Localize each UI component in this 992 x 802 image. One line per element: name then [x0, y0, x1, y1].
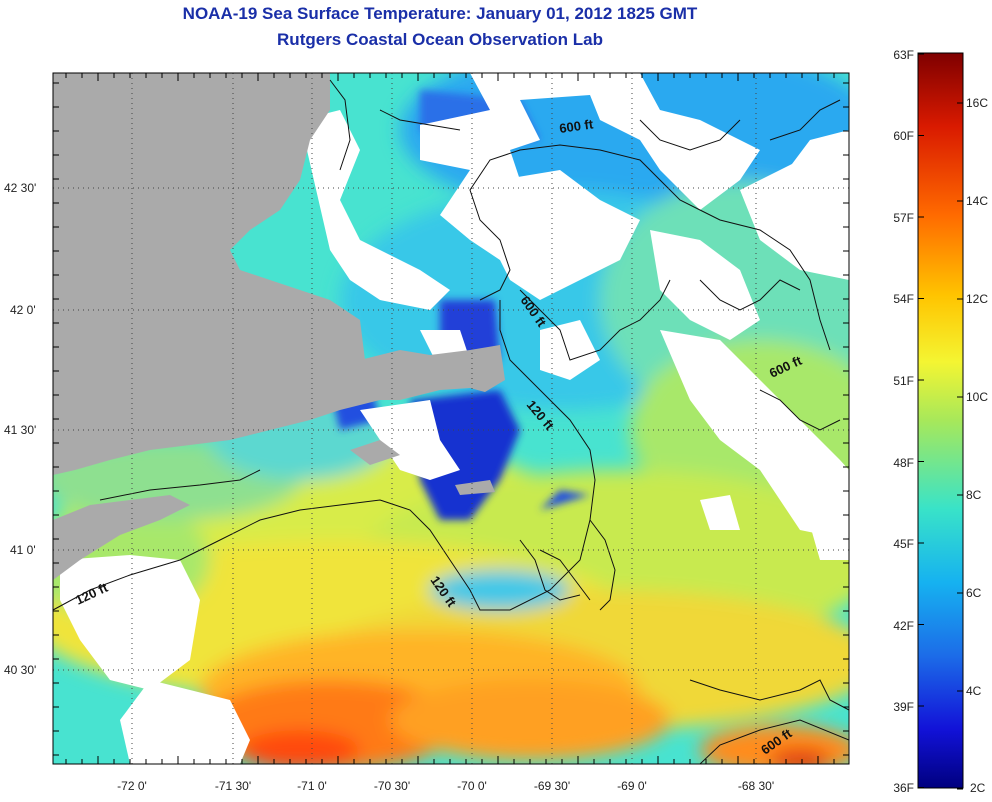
colorbar-f-label: 48F	[893, 456, 914, 470]
latitude-tick-label: 41 0'	[10, 543, 36, 557]
colorbar-c-label: 10C	[966, 390, 988, 404]
land-long-island	[53, 495, 190, 580]
cloud-mask	[60, 73, 849, 764]
longitude-tick-label: -71 0'	[297, 779, 327, 793]
land-new-england	[53, 73, 420, 475]
colorbar-c-label: 6C	[966, 586, 982, 600]
map-title: NOAA-19 Sea Surface Temperature: January…	[182, 4, 698, 23]
colorbar-c-label: 14C	[966, 194, 988, 208]
colorbar-f-label: 39F	[893, 700, 914, 714]
longitude-labels: -72 0' -71 30' -71 0' -70 30' -70 0' -69…	[117, 779, 774, 793]
colorbar: 63F 60F 57F 54F 51F 48F 45F 42F 39F 36F …	[893, 48, 988, 795]
longitude-tick-label: -69 30'	[534, 779, 570, 793]
latitude-tick-label: 40 30'	[4, 663, 36, 677]
latitude-labels: 42 30' 42 0' 41 30' 41 0' 40 30'	[4, 181, 36, 677]
latitude-tick-label: 42 30'	[4, 181, 36, 195]
land-cape-cod	[360, 345, 505, 400]
colorbar-ticks	[918, 53, 963, 790]
colorbar-c-label: 16C	[966, 96, 988, 110]
colorbar-f-label: 60F	[893, 129, 914, 143]
longitude-tick-label: -71 30'	[215, 779, 251, 793]
colorbar-c-label: 4C	[966, 684, 982, 698]
colorbar-f-label: 54F	[893, 292, 914, 306]
colorbar-c-label: 8C	[966, 488, 982, 502]
colorbar-f-label: 51F	[893, 374, 914, 388]
colorbar-gradient	[917, 52, 964, 789]
colorbar-f-label: 42F	[893, 619, 914, 633]
longitude-tick-label: -68 30'	[738, 779, 774, 793]
contour-label: 600 ft	[558, 116, 594, 136]
colorbar-c-label: 2C	[970, 781, 986, 795]
colorbar-f-label: 57F	[893, 211, 914, 225]
longitude-tick-label: -70 30'	[374, 779, 410, 793]
sst-imagery: 600 ft 600 ft 600 ft 120 ft 120 ft 120 f…	[53, 73, 849, 764]
longitude-tick-label: -72 0'	[117, 779, 147, 793]
colorbar-f-label: 36F	[893, 781, 914, 795]
land-nantucket	[455, 480, 495, 495]
graticule	[53, 73, 849, 764]
map-subtitle: Rutgers Coastal Ocean Observation Lab	[277, 30, 603, 49]
longitude-tick-label: -70 0'	[457, 779, 487, 793]
colorbar-f-label: 63F	[893, 48, 914, 62]
colorbar-f-label: 45F	[893, 537, 914, 551]
land-marthas-vineyard	[350, 440, 400, 465]
bathymetry-contours	[53, 79, 849, 764]
colorbar-c-label: 12C	[966, 292, 988, 306]
latitude-tick-label: 42 0'	[10, 303, 36, 317]
latitude-tick-label: 41 30'	[4, 423, 36, 437]
longitude-tick-label: -69 0'	[617, 779, 647, 793]
axis-ticks	[53, 73, 849, 764]
